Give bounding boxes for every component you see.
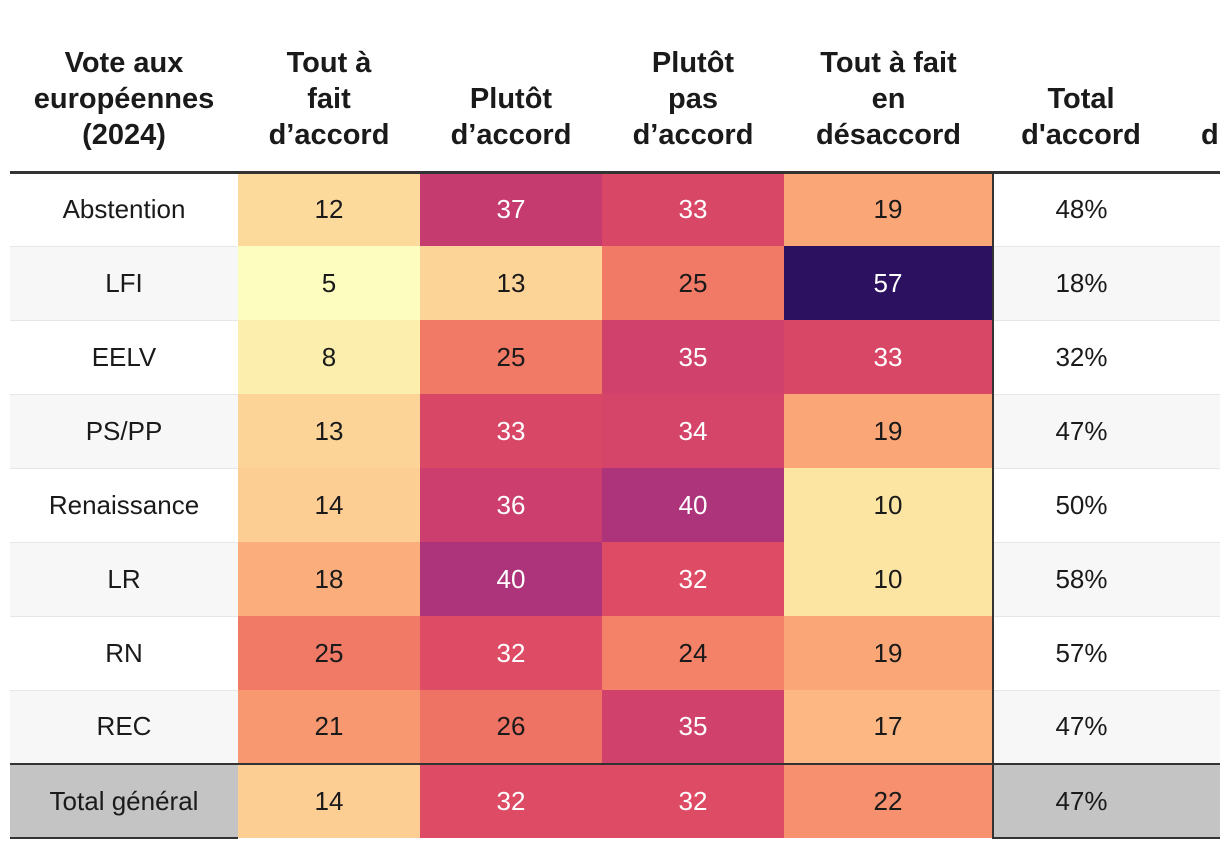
heat-cell: 13 — [238, 394, 420, 468]
column-header-6: d — [1169, 0, 1220, 174]
heat-cell: 32 — [602, 542, 784, 616]
clipped-cell: 5 — [1169, 763, 1220, 839]
row-label: LFI — [10, 246, 238, 321]
column-header-1: Tout à fait d’accord — [238, 0, 420, 174]
row-label: Renaissance — [10, 468, 238, 543]
row-label: PS/PP — [10, 394, 238, 469]
total-accord-cell: 48% — [993, 172, 1169, 247]
clipped-cell: 6 — [1169, 320, 1220, 395]
heat-cell: 57 — [784, 246, 994, 320]
clipped-cell: 5 — [1169, 394, 1220, 469]
heat-cell: 8 — [238, 320, 420, 394]
heat-cell: 40 — [420, 542, 602, 616]
total-accord-cell: 47% — [993, 763, 1169, 839]
heat-cell: 24 — [602, 616, 784, 690]
heat-cell: 10 — [784, 542, 994, 616]
heat-cell: 18 — [238, 542, 420, 616]
row-label: LR — [10, 542, 238, 617]
row-label: EELV — [10, 320, 238, 395]
clipped-cell: 4 — [1169, 616, 1220, 691]
heat-cell: 33 — [420, 394, 602, 468]
heat-cell: 19 — [784, 616, 994, 690]
heat-cell: 33 — [784, 320, 994, 394]
heat-cell: 32 — [420, 763, 602, 838]
row-label: Total général — [10, 763, 238, 839]
clipped-cell: 4 — [1169, 542, 1220, 617]
heat-cell: 14 — [238, 763, 420, 838]
row-label: REC — [10, 690, 238, 765]
heat-cell: 17 — [784, 690, 994, 764]
column-header-3: Plutôt pas d’accord — [602, 0, 784, 174]
heat-cell: 19 — [784, 172, 994, 246]
total-accord-cell: 47% — [993, 690, 1169, 765]
heat-cell: 35 — [602, 690, 784, 764]
heat-cell: 5 — [238, 246, 420, 320]
total-accord-cell: 47% — [993, 394, 1169, 469]
heat-cell: 12 — [238, 172, 420, 246]
heat-cell: 32 — [602, 763, 784, 838]
heat-cell: 14 — [238, 468, 420, 542]
heat-cell: 10 — [784, 468, 994, 542]
heat-cell: 32 — [420, 616, 602, 690]
header-row: Vote aux européennes (2024) Tout à fait d’acc… — [10, 0, 1220, 174]
clipped-cell: 5 — [1169, 172, 1220, 247]
total-accord-cell: 57% — [993, 616, 1169, 691]
heat-cell: 36 — [420, 468, 602, 542]
heat-cell: 22 — [784, 763, 994, 838]
total-accord-cell: 50% — [993, 468, 1169, 543]
heat-cell: 25 — [602, 246, 784, 320]
heat-cell: 40 — [602, 468, 784, 542]
total-accord-cell: 32% — [993, 320, 1169, 395]
heat-cell: 26 — [420, 690, 602, 764]
total-accord-cell: 18% — [993, 246, 1169, 321]
heat-cell: 25 — [420, 320, 602, 394]
clipped-cell: 5 — [1169, 468, 1220, 543]
heat-cell: 37 — [420, 172, 602, 246]
heat-cell: 13 — [420, 246, 602, 320]
row-label: Abstention — [10, 172, 238, 247]
heat-cell: 21 — [238, 690, 420, 764]
column-header-2: Plutôt d’accord — [420, 0, 602, 174]
heat-cell: 33 — [602, 172, 784, 246]
clipped-cell: 8 — [1169, 246, 1220, 321]
column-header-4: Tout à fait en désaccord — [784, 0, 993, 174]
column-header-0: Vote aux européennes (2024) — [10, 0, 238, 174]
total-accord-cell: 58% — [993, 542, 1169, 617]
heatmap-table: Vote aux européennes (2024) Tout à fait d’acc… — [10, 0, 1220, 839]
row-label: RN — [10, 616, 238, 691]
clipped-cell: 5 — [1169, 690, 1220, 765]
heat-cell: 19 — [784, 394, 994, 468]
heat-cell: 25 — [238, 616, 420, 690]
heat-cell: 35 — [602, 320, 784, 394]
heat-cell: 34 — [602, 394, 784, 468]
column-header-5: Total d'accord — [993, 0, 1169, 174]
